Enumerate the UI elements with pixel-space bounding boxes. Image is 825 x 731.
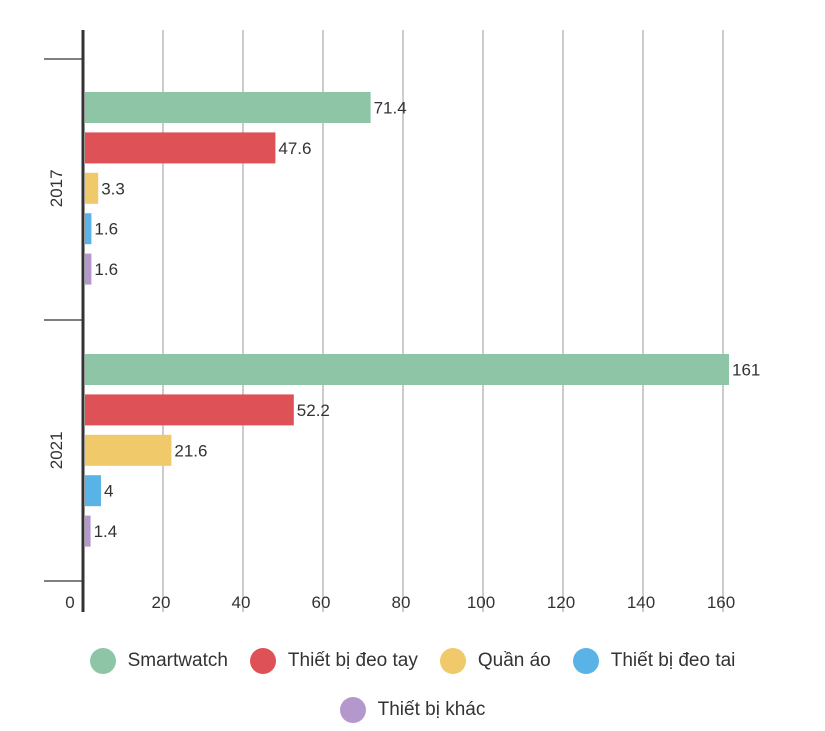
legend-item-thiet-bi-deo-tai: Thiết bị đeo tai <box>572 648 736 674</box>
x-tick-label-20: 20 <box>152 593 171 612</box>
bar-2017-thiết-bị-đeo-tay <box>85 132 276 164</box>
data-label-2021-smartwatch: 161 <box>732 361 760 380</box>
x-tick-label-40: 40 <box>232 593 251 612</box>
category-label-2021: 2021 <box>47 431 66 469</box>
data-label-2021-quần-áo: 21.6 <box>174 441 207 460</box>
x-tick-label-120: 120 <box>547 593 575 612</box>
data-label-2021-thiết-bị-đeo-tay: 52.2 <box>297 401 330 420</box>
legend-label-smartwatch: Smartwatch <box>127 650 228 671</box>
category-label-2017: 2017 <box>47 169 66 207</box>
data-label-2017-smartwatch: 71.4 <box>374 99 407 118</box>
x-tick-label-160: 160 <box>707 593 735 612</box>
x-tick-label-80: 80 <box>392 593 411 612</box>
bar-2017-quần-áo <box>85 172 99 204</box>
legend-swatch-quan-ao <box>439 648 466 674</box>
x-tick-label-100: 100 <box>467 593 495 612</box>
legend-item-quan-ao: Quần áo <box>439 648 551 674</box>
x-tick-label-140: 140 <box>627 593 655 612</box>
data-label-2021-thiết-bị-đeo-tai: 4 <box>104 482 113 501</box>
legend-row-2: Thiết bị khác <box>0 697 825 723</box>
bar-2021-thiết-bị-khác <box>85 515 91 547</box>
bar-2021-thiết-bị-đeo-tai <box>85 475 101 507</box>
legend-swatch-thiet-bi-deo-tai <box>572 648 599 674</box>
legend-label-thiet-bi-deo-tai: Thiết bị đeo tai <box>610 650 736 671</box>
legend-item-thiet-bi-khac: Thiết bị khác <box>339 697 486 723</box>
bar-2017-smartwatch <box>85 92 371 123</box>
legend-swatch-thiet-bi-deo-tay <box>249 648 276 674</box>
x-tick-label-60: 60 <box>312 593 331 612</box>
bar-2021-thiết-bị-đeo-tay <box>85 394 294 426</box>
legend-item-smartwatch: Smartwatch <box>89 648 228 674</box>
bar-chart: 0 20 40 60 80 100 120 140 160 71.4 47.6 3.3 1.6 1.6 16… <box>44 30 760 612</box>
bar-2021-quần-áo <box>85 434 172 466</box>
data-label-2017-thiết-bị-đeo-tai: 1.6 <box>94 220 118 239</box>
legend-label-quan-ao: Quần áo <box>477 650 551 671</box>
legend-label-thiet-bi-deo-tay: Thiết bị đeo tay <box>287 650 418 671</box>
legend-swatch-smartwatch <box>89 648 116 674</box>
data-label-2021-thiết-bị-khác: 1.4 <box>94 522 118 541</box>
data-label-2017-quần-áo: 3.3 <box>101 179 125 198</box>
legend-swatch-thiet-bi-khac <box>339 697 366 723</box>
x-tick-label-0: 0 <box>65 593 74 612</box>
bar-2017-thiết-bị-khác <box>85 253 92 285</box>
legend-row-1: Smartwatch Thiết bị đeo tay Quần áo Thiế… <box>0 648 825 674</box>
bar-2017-thiết-bị-đeo-tai <box>85 213 92 245</box>
data-label-2017-thiết-bị-khác: 1.6 <box>94 260 118 279</box>
bar-2021-smartwatch <box>85 354 729 385</box>
legend-label-thiet-bi-khac: Thiết bị khác <box>377 699 486 720</box>
data-label-2017-thiết-bị-đeo-tay: 47.6 <box>278 139 311 158</box>
legend-item-thiet-bi-deo-tay: Thiết bị đeo tay <box>249 648 418 674</box>
